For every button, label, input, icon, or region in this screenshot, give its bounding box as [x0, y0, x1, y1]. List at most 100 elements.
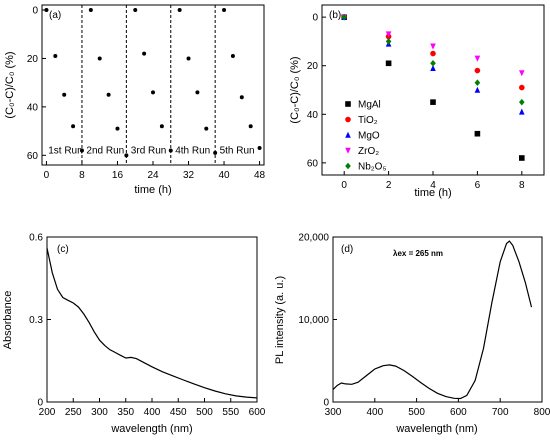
data-point	[133, 8, 138, 12]
data-point	[177, 8, 182, 12]
data-point	[62, 92, 67, 97]
a-xtick-label: 24	[147, 170, 159, 181]
legend-label: TiO₂	[358, 115, 378, 126]
b-ytick-label: 0	[312, 13, 318, 24]
panel-b-xlabel: time (h)	[414, 187, 451, 199]
legend-marker	[345, 147, 351, 154]
point-tio	[430, 50, 436, 57]
d-xtick-label: 300	[325, 407, 342, 418]
panel-c: (c) 00.30.6 200 250 300 350 400 450 500 550 600 …	[2, 233, 266, 436]
d-xtick-label: 500	[408, 407, 425, 418]
panel-b: (b) 0 20 40 60 0 2 4 6 8 MgAl TiO₂ MgO ZrO₂ Nb₂O₅ t…	[289, 4, 545, 199]
a-xtick-label: 16	[112, 170, 124, 181]
d-ytick-label: 10,000	[298, 315, 329, 326]
data-point	[88, 8, 93, 12]
panel-c-absorbance-curve	[46, 247, 258, 399]
point-mgal	[474, 130, 481, 137]
panel-c-xlabel: wavelength (nm)	[110, 423, 192, 435]
data-point	[97, 56, 102, 61]
run-label: 2nd Run	[86, 145, 124, 156]
panel-d-xlabel: wavelength (nm)	[395, 423, 477, 435]
point-zro	[519, 70, 525, 77]
a-xtick-label: 8	[79, 170, 85, 181]
data-point	[106, 92, 111, 97]
point-mgo	[430, 64, 436, 71]
d-xtick-label: 700	[492, 407, 509, 418]
data-point	[142, 51, 147, 56]
panel-d-ylabel: PL intensity (a. u.)	[274, 276, 286, 364]
legend-marker	[345, 101, 351, 107]
b-xtick-label: 0	[341, 180, 347, 191]
data-point	[257, 146, 262, 151]
data-point	[213, 150, 218, 155]
a-ytick-label: 60	[27, 151, 39, 162]
c-xtick-label: 350	[117, 407, 134, 418]
a-ytick-label: 40	[27, 102, 39, 113]
a-xtick-label: 48	[254, 170, 266, 181]
c-xtick-label: 400	[144, 407, 161, 418]
c-xtick-label: 300	[91, 407, 108, 418]
panel-d-pl-curve	[332, 240, 533, 400]
run-label: 5th Run	[220, 145, 255, 156]
panel-a-frame	[41, 4, 265, 166]
point-mgo	[474, 86, 481, 93]
panel-d-label: (d)	[341, 244, 353, 255]
a-xtick-label: 32	[183, 170, 195, 181]
panel-b-frame	[321, 4, 545, 176]
d-xtick-label: 600	[450, 407, 467, 418]
point-nbo	[385, 38, 392, 45]
data-point	[239, 95, 244, 100]
legend-marker	[345, 131, 351, 138]
data-point	[222, 8, 227, 12]
panel-a: (a) 0 20 40 60 0 8 16 24 32 40 48 1st Run 2nd Run 3…	[4, 4, 266, 196]
b-ytick-label: 60	[307, 158, 319, 169]
panel-d-annotation: λex = 265 nm	[393, 249, 443, 258]
run-label: 1st Run	[48, 145, 82, 156]
point-mgal	[430, 99, 436, 105]
c-xtick-label: 200	[39, 407, 56, 418]
data-point	[53, 54, 58, 59]
data-point	[204, 126, 209, 131]
c-xtick-label: 550	[222, 407, 239, 418]
legend-marker	[345, 162, 351, 170]
a-ytick-label: 20	[27, 54, 39, 65]
legend-label: MgO	[358, 131, 380, 142]
data-point	[151, 90, 155, 95]
b-ytick-label: 40	[307, 110, 319, 121]
data-point	[71, 124, 76, 129]
a-ytick-label: 0	[32, 6, 38, 17]
b-xtick-label: 6	[475, 180, 481, 191]
point-nbo	[341, 13, 347, 21]
point-mgo	[519, 108, 525, 115]
c-ytick-label: 0.6	[29, 233, 43, 244]
legend-marker	[345, 116, 351, 123]
a-xtick-label: 40	[218, 170, 230, 181]
panel-a-ylabel: (C₀-C)/C₀ (%)	[4, 51, 16, 118]
panel-a-label: (a)	[49, 10, 61, 21]
legend-label: MgAl	[358, 100, 381, 111]
c-xtick-label: 500	[196, 407, 213, 418]
data-point	[159, 124, 164, 129]
c-xtick-label: 250	[65, 407, 82, 418]
c-xtick-label: 600	[249, 407, 266, 418]
point-zro	[430, 43, 436, 50]
panel-b-ylabel: (C₀-C)/C₀ (%)	[289, 56, 301, 123]
point-zro	[474, 55, 481, 62]
b-xtick-label: 2	[386, 180, 392, 191]
d-ytick-label: 0	[323, 398, 329, 409]
panel-d: (d) λex = 265 nm 0 10,000 20,000 300 400 500…	[274, 233, 550, 436]
point-mgal	[385, 60, 392, 67]
panel-c-label: (c)	[57, 244, 69, 255]
legend-label: ZrO₂	[358, 146, 379, 157]
point-nbo	[519, 98, 525, 106]
panel-c-ylabel: Absorbance	[2, 291, 14, 350]
data-point	[195, 90, 200, 95]
c-xtick-label: 450	[170, 407, 187, 418]
b-ytick-label: 20	[307, 61, 319, 72]
panel-a-xlabel: time (h)	[134, 184, 171, 196]
data-point	[124, 153, 129, 158]
run-label: 3rd Run	[131, 145, 167, 156]
point-zro	[385, 31, 392, 38]
c-ytick-label: 0.3	[29, 315, 43, 326]
c-ytick-label: 0	[37, 398, 43, 409]
